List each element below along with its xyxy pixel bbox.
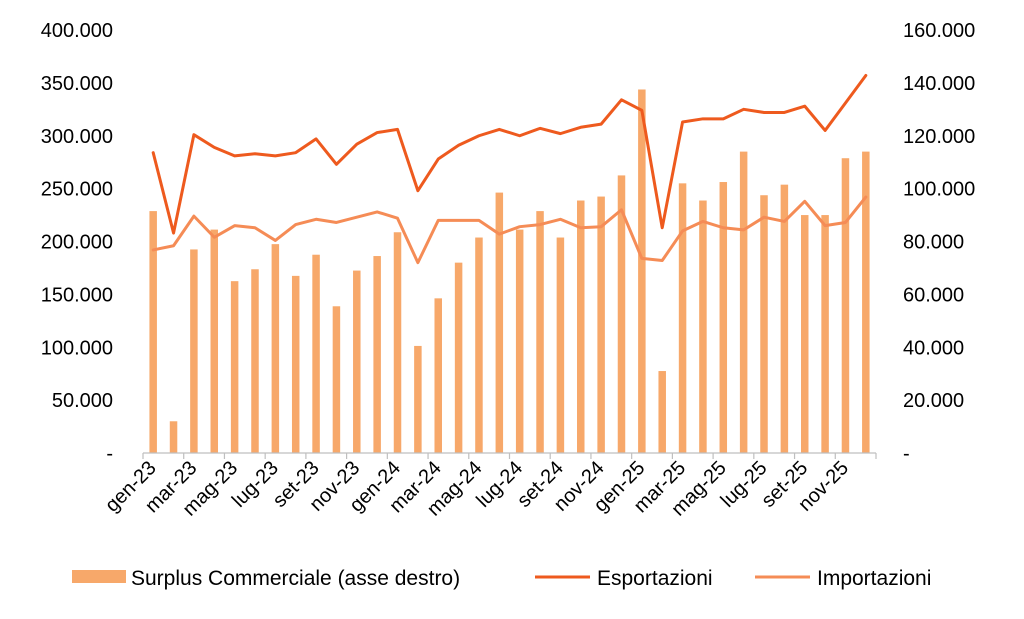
bar-surplus-dic-25 [862, 151, 870, 454]
x-axis-ticks [142, 453, 877, 459]
y-axis-right-labels: - 20.000 40.000 60.000 80.000 100.000 120.000 1… [903, 20, 975, 465]
x-tick-label-lug-24: lug-24 [472, 457, 527, 512]
bar-surplus-lug-23 [271, 244, 280, 453]
bars-layer [149, 89, 870, 454]
bar-surplus-mar-25 [678, 183, 687, 453]
bar-surplus-set-25 [800, 215, 809, 453]
bar-surplus-mag-24 [475, 237, 483, 453]
bar-surplus-ago-23 [291, 275, 300, 453]
bar-surplus-lug-25 [760, 195, 768, 454]
y-right-tick-label: 160.000 [903, 20, 975, 42]
y-right-tick-label: 100.000 [903, 179, 975, 201]
bar-surplus-dic-24 [617, 175, 626, 453]
line-importazioni [151, 195, 868, 265]
bar-surplus-mar-23 [190, 249, 198, 453]
bar-surplus-gen-23 [149, 211, 157, 453]
y-left-tick-label: 250.000 [41, 179, 113, 201]
bar-surplus-ago-25 [780, 184, 789, 453]
y-right-tick-label: 120.000 [903, 126, 975, 148]
bar-surplus-mag-25 [719, 182, 728, 453]
bar-surplus-feb-25 [658, 371, 666, 453]
bar-surplus-mar-24 [434, 298, 442, 453]
lines-layer [151, 73, 868, 265]
legend-label-esportazioni: Esportazioni [597, 567, 713, 590]
bar-surplus-apr-23 [210, 229, 219, 453]
legend: Surplus Commerciale (asse destro) Esport… [72, 567, 931, 590]
line-esportazioni [151, 73, 868, 235]
bar-surplus-nov-25 [841, 158, 850, 453]
y-left-tick-label: 50.000 [52, 390, 113, 412]
y-left-tick-label: 400.000 [41, 20, 113, 42]
y-right-tick-label: 140.000 [903, 73, 975, 95]
x-tick-label-lug-23: lug-23 [228, 457, 283, 512]
legend-label-importazioni: Importazioni [817, 567, 931, 590]
bar-surplus-gen-25 [638, 89, 646, 453]
y-left-tick-label: 200.000 [41, 232, 113, 254]
bar-surplus-giu-23 [251, 269, 259, 453]
bar-surplus-mag-23 [230, 281, 239, 453]
bar-surplus-lug-24 [515, 229, 524, 453]
y-right-tick-label: 80.000 [903, 232, 964, 254]
bar-surplus-set-24 [556, 237, 565, 453]
legend-swatch-surplus [72, 570, 126, 583]
y-axis-left-labels: - 50.000 100.000 150.000 200.000 250.000 300.0… [41, 20, 113, 465]
bar-surplus-feb-23 [169, 421, 178, 453]
bar-surplus-feb-24 [414, 345, 422, 453]
bar-surplus-nov-23 [353, 270, 361, 453]
y-left-tick-label: - [106, 443, 113, 465]
y-left-tick-label: 350.000 [41, 73, 113, 95]
bar-surplus-ago-24 [536, 211, 544, 453]
y-right-tick-label: 20.000 [903, 390, 964, 412]
bar-surplus-giu-24 [495, 192, 504, 453]
bar-surplus-apr-24 [454, 262, 463, 453]
legend-label-surplus: Surplus Commerciale (asse destro) [131, 567, 460, 590]
bar-surplus-nov-24 [597, 196, 605, 453]
bar-surplus-dic-23 [373, 256, 381, 453]
y-right-tick-label: - [903, 443, 910, 465]
bar-surplus-ott-23 [332, 306, 341, 453]
bar-surplus-giu-25 [739, 151, 748, 454]
y-left-tick-label: 100.000 [41, 337, 113, 359]
bar-surplus-ott-24 [577, 200, 585, 453]
x-tick-label-lug-25: lug-25 [717, 457, 772, 512]
bar-surplus-ott-25 [821, 215, 829, 453]
y-right-tick-label: 60.000 [903, 284, 964, 306]
y-right-tick-label: 40.000 [903, 337, 964, 359]
y-left-tick-label: 150.000 [41, 284, 113, 306]
x-axis-labels: gen-23mar-23mag-23lug-23set-23nov-23gen-… [101, 457, 853, 521]
bar-surplus-apr-25 [699, 200, 707, 453]
y-left-tick-label: 300.000 [41, 126, 113, 148]
bar-surplus-set-23 [312, 254, 320, 453]
bar-surplus-gen-24 [393, 232, 402, 453]
